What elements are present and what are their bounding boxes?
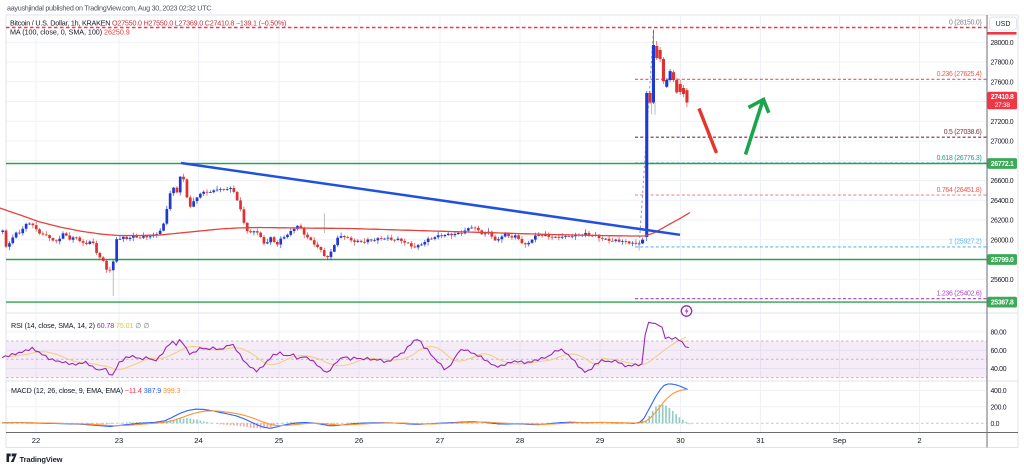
svg-text:27600.0: 27600.0	[991, 79, 1014, 86]
svg-text:MACD (12, 26, close, 9, EMA, E: MACD (12, 26, close, 9, EMA, EMA) −11.4 …	[11, 386, 180, 395]
svg-text:0.5 (27038.6): 0.5 (27038.6)	[944, 129, 982, 136]
svg-text:1 (25927.2): 1 (25927.2)	[949, 239, 982, 246]
svg-text:26772.1: 26772.1	[991, 161, 1014, 168]
svg-text:Bitcoin / U.S. Dollar, 1h, KRA: Bitcoin / U.S. Dollar, 1h, KRAKEN O27550…	[10, 18, 286, 27]
svg-text:27800.0: 27800.0	[991, 60, 1014, 67]
svg-text:80.00: 80.00	[991, 330, 1007, 337]
svg-text:31: 31	[756, 436, 764, 445]
svg-text:TradingView: TradingView	[20, 455, 63, 464]
svg-text:25: 25	[275, 436, 283, 445]
svg-text:26600.0: 26600.0	[991, 178, 1014, 185]
svg-text:2: 2	[917, 436, 921, 445]
svg-text:40.00: 40.00	[991, 366, 1007, 373]
svg-text:25799.0: 25799.0	[991, 257, 1014, 264]
svg-text:Sep: Sep	[833, 436, 847, 445]
svg-text:26400.0: 26400.0	[991, 198, 1014, 205]
svg-text:27:38: 27:38	[995, 102, 1011, 109]
svg-text:27: 27	[436, 436, 444, 445]
svg-text:22: 22	[32, 436, 40, 445]
svg-text:24: 24	[194, 436, 202, 445]
svg-text:25600.0: 25600.0	[991, 277, 1014, 284]
svg-text:27200.0: 27200.0	[991, 119, 1014, 126]
svg-text:23: 23	[115, 436, 123, 445]
svg-text:0.0: 0.0	[991, 421, 1000, 428]
svg-text:0.618 (26776.3): 0.618 (26776.3)	[937, 155, 982, 162]
svg-text:25367.8: 25367.8	[991, 300, 1014, 307]
svg-text:MA (100, close, 0, SMA, 100) 2: MA (100, close, 0, SMA, 100) 26250.9	[10, 27, 130, 36]
svg-text:aayushjindal published on Trad: aayushjindal published on TradingView.co…	[7, 4, 211, 13]
svg-text:400.0: 400.0	[991, 388, 1007, 395]
svg-text:26200.0: 26200.0	[991, 218, 1014, 225]
svg-text:0 (28150.0): 0 (28150.0)	[949, 19, 982, 26]
svg-text:27000.0: 27000.0	[991, 139, 1014, 146]
svg-text:0.236 (27625.4): 0.236 (27625.4)	[937, 71, 982, 78]
svg-text:28000.0: 28000.0	[991, 40, 1014, 47]
svg-text:0.764 (26451.8): 0.764 (26451.8)	[937, 187, 982, 194]
svg-text:26: 26	[355, 436, 363, 445]
svg-text:27410.8: 27410.8	[991, 94, 1014, 101]
svg-text:200.0: 200.0	[991, 404, 1007, 411]
svg-text:USD: USD	[996, 21, 1011, 28]
svg-text:RSI (14, close, SMA, 14, 2) 60: RSI (14, close, SMA, 14, 2) 60.78 75.01 …	[11, 321, 149, 330]
svg-text:26000.0: 26000.0	[991, 237, 1014, 244]
svg-text:1.236 (25402.6): 1.236 (25402.6)	[937, 291, 982, 298]
svg-text:29: 29	[596, 436, 604, 445]
svg-text:28: 28	[516, 436, 524, 445]
svg-text:60.00: 60.00	[991, 348, 1007, 355]
svg-text:30: 30	[676, 436, 684, 445]
